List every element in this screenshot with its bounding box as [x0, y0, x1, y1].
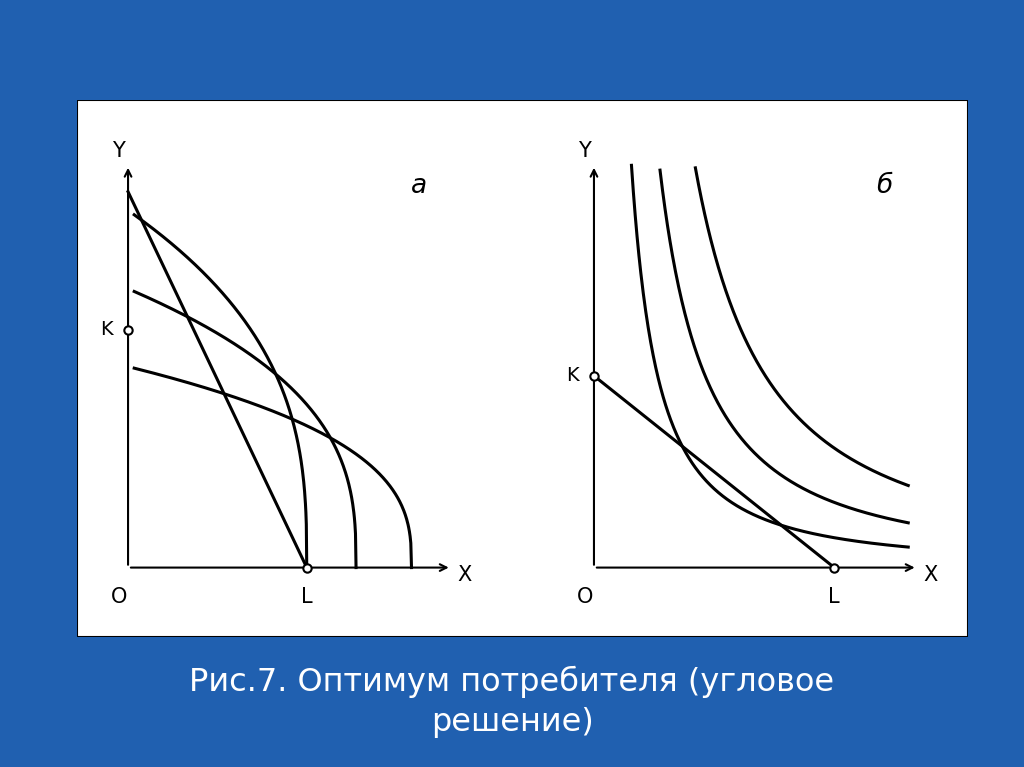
Text: Рис.7. Оптимум потребителя (угловое
решение): Рис.7. Оптимум потребителя (угловое реше…	[189, 665, 835, 739]
Text: O: O	[111, 587, 127, 607]
Text: X: X	[924, 565, 938, 585]
Text: б: б	[877, 173, 893, 199]
Text: L: L	[828, 587, 840, 607]
Text: X: X	[458, 565, 472, 585]
Text: K: K	[100, 321, 113, 339]
Text: O: O	[577, 587, 593, 607]
Text: K: K	[566, 367, 579, 385]
Text: Y: Y	[113, 141, 125, 161]
Text: а: а	[411, 173, 427, 199]
Text: L: L	[301, 587, 312, 607]
Text: Y: Y	[579, 141, 591, 161]
